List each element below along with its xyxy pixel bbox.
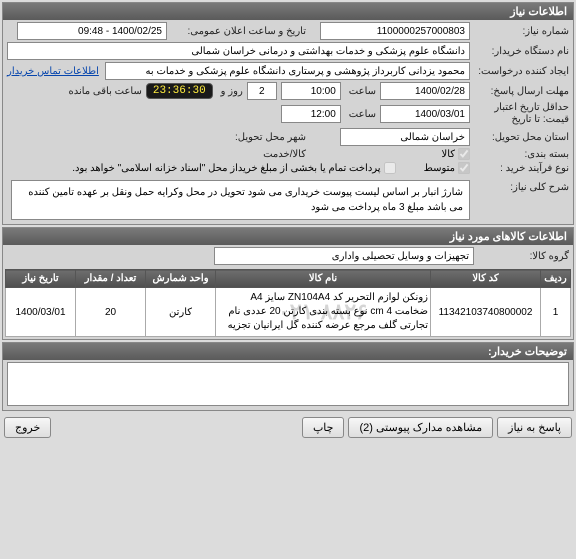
price-valid-label: حداقل تاریخ اعتبار قیمت: تا تاریخ [474,102,569,126]
medium-checkbox[interactable]: متوسط [424,162,470,174]
resp-time: 10:00 [281,82,341,100]
packaging-label: بسته بندی: [474,149,569,160]
city-label: شهر محل تحویل: [171,132,306,143]
ann-date-value: 1400/02/25 - 09:48 [17,22,167,40]
price-valid-line1: حداقل تاریخ اعتبار [494,102,569,113]
creator-value: محمود یزدانی کاربرداز پژوهشی و پرستاری د… [105,62,470,80]
payment-chk-label: پرداخت تمام یا بخشی از مبلغ خریداز محل "… [72,163,380,174]
baghi-label: ساعت باقی مانده [64,86,141,97]
until-date: 1400/03/01 [380,105,470,123]
prov-value: خراسان شمالی [340,128,470,146]
goods-group-label: گروه کالا: [474,251,569,262]
cell-unit: کارتن [146,288,216,337]
footer-bar: پاسخ به نیاز مشاهده مدارک پیوستی (2) چاپ… [0,413,576,442]
resp-date: 1400/02/28 [380,82,470,100]
ann-date-label: تاریخ و ساعت اعلان عمومی: [171,26,306,37]
col-name: نام کالا [216,270,431,288]
resp-days: 2 [247,82,277,100]
cell-date: 1400/03/01 [6,288,76,337]
exit-button[interactable]: خروج [4,417,51,438]
col-code: کد کالا [431,270,541,288]
cell-row: 1 [541,288,571,337]
creator-label: ایجاد کننده درخواست: [474,66,569,77]
goods-service-label: کالا/خدمت [171,149,306,160]
buyer-notes-box [7,362,569,406]
goods-chk-label: کالا [441,149,455,160]
col-unit: واحد شمارش [146,270,216,288]
purchase-type-label: نوع فرآیند خرید : [474,163,569,174]
contact-link[interactable]: اطلاعات تماس خریدار [7,66,99,77]
buyer-org-label: نام دستگاه خریدار: [474,46,569,57]
goods-checkbox-input [458,148,470,160]
goods-group-value: تجهیزات و وسایل تحصیلی واداری [214,247,474,265]
until-time: 12:00 [281,105,341,123]
buyer-org-value: دانشگاه علوم پزشکی و خدمات بهداشتی و درم… [7,42,470,60]
rooz-label: روز و [217,86,243,97]
print-button[interactable]: چاپ [302,417,345,438]
col-date: تاریخ نیاز [6,270,76,288]
payment-checkbox-input [384,162,396,174]
buyer-notes-header: توضیحات خریدار: [3,343,573,360]
prov-label: استان محل تحویل: [474,132,569,143]
col-qty: تعداد / مقدار [76,270,146,288]
cell-code: 11342103740800002 [431,288,541,337]
attachments-button[interactable]: مشاهده مدارک پیوستی (2) [348,417,493,438]
need-info-header: اطلاعات نیاز [3,3,573,20]
respond-button[interactable]: پاسخ به نیاز [497,417,572,438]
medium-chk-label: متوسط [424,163,455,174]
items-table: ردیف کد کالا نام کالا واحد شمارش تعداد /… [5,269,571,337]
goods-checkbox[interactable]: کالا [441,148,470,160]
need-no-label: شماره نیاز: [474,26,569,37]
cell-name: زونکن لوازم التحریر کد ZN104A4 سایز A4 ض… [228,292,428,331]
saat-label-2: ساعت [345,109,376,120]
saat-label-1: ساعت [345,86,376,97]
price-valid-line2: قیمت: تا تاریخ [512,114,569,125]
resp-deadline-label: مهلت ارسال پاسخ: [474,86,569,97]
need-no-value: 1100000257000803 [320,22,470,40]
col-row: ردیف [541,270,571,288]
table-row[interactable]: 1 11342103740800002 ۰۲۱-۸۸۲۶ زونکن لوازم… [6,288,571,337]
payment-checkbox[interactable]: پرداخت تمام یا بخشی از مبلغ خریداز محل "… [72,162,395,174]
cell-qty: 20 [76,288,146,337]
items-info-header: اطلاعات کالاهای مورد نیاز [3,228,573,245]
main-desc-label: شرح کلی نیاز: [474,178,569,193]
main-desc-value: شارژ انبار بر اساس لیست پیوست خریداری می… [11,180,470,220]
countdown-timer: 23:36:30 [146,83,213,99]
medium-checkbox-input [458,162,470,174]
